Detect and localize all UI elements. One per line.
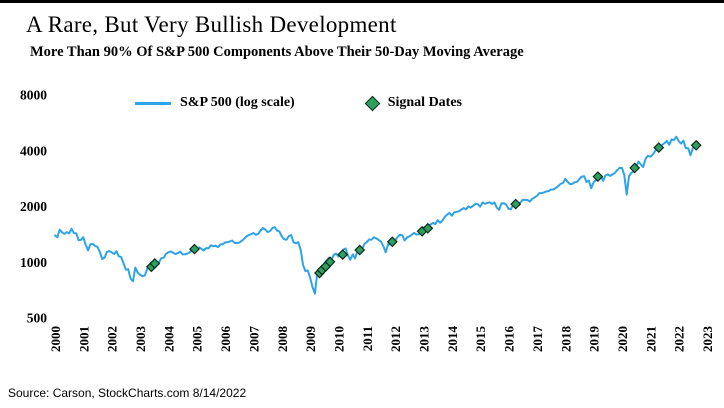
x-tick-label: 2011 bbox=[360, 326, 375, 351]
x-tick-label: 2009 bbox=[303, 326, 318, 353]
signal-marker bbox=[354, 244, 366, 256]
x-tick-label: 2000 bbox=[48, 326, 63, 352]
x-tick-label: 2021 bbox=[643, 326, 658, 352]
x-tick-label: 2001 bbox=[76, 326, 91, 352]
x-tick-label: 2019 bbox=[587, 326, 602, 353]
diamond-icon bbox=[364, 95, 380, 111]
x-tick-label: 2013 bbox=[417, 326, 432, 353]
x-tick-label: 2008 bbox=[275, 326, 290, 353]
signal-marker bbox=[690, 140, 702, 151]
legend-item-signal-dates: Signal Dates bbox=[364, 95, 463, 111]
y-tick-label: 4000 bbox=[20, 144, 47, 159]
legend-label-signal-dates: Signal Dates bbox=[387, 95, 463, 110]
x-tick-label: 2016 bbox=[502, 326, 517, 353]
y-tick-label: 2000 bbox=[20, 199, 47, 214]
legend-label-sp500: S&P 500 (log scale) bbox=[180, 95, 295, 110]
y-tick-label: 500 bbox=[27, 311, 48, 326]
x-tick-label: 2018 bbox=[558, 326, 573, 353]
signal-marker bbox=[629, 162, 641, 174]
x-tick-label: 2015 bbox=[473, 326, 488, 353]
signal-marker bbox=[189, 243, 200, 255]
y-tick-label: 8000 bbox=[20, 88, 47, 103]
x-tick-label: 2020 bbox=[615, 326, 630, 352]
y-tick-label: 1000 bbox=[20, 255, 47, 270]
line-sample-icon bbox=[135, 101, 171, 105]
x-tick-label: 2012 bbox=[388, 326, 403, 352]
chart-legend: S&P 500 (log scale) Signal Dates bbox=[135, 93, 462, 113]
x-tick-label: 2010 bbox=[332, 326, 347, 352]
x-tick-label: 2023 bbox=[700, 326, 715, 353]
chart-title: A Rare, But Very Bullish Development bbox=[26, 12, 397, 37]
signal-marker bbox=[422, 223, 434, 234]
signal-marker bbox=[653, 142, 665, 154]
sp500-line bbox=[54, 135, 697, 295]
x-tick-label: 2022 bbox=[672, 326, 687, 352]
signal-marker bbox=[592, 171, 604, 183]
signal-marker bbox=[337, 249, 349, 261]
chart-subtitle: More Than 90% Of S&P 500 Components Abov… bbox=[30, 44, 524, 61]
x-tick-label: 2006 bbox=[218, 326, 233, 353]
x-tick-label: 2002 bbox=[105, 326, 120, 352]
signal-marker bbox=[149, 258, 161, 270]
x-tick-label: 2014 bbox=[445, 326, 460, 353]
x-tick-label: 2017 bbox=[530, 326, 545, 353]
x-tick-label: 2003 bbox=[133, 326, 148, 353]
signal-marker bbox=[510, 198, 522, 210]
source-attribution: Source: Carson, StockCharts.com 8/14/202… bbox=[8, 386, 247, 400]
x-tick-label: 2005 bbox=[190, 326, 205, 353]
legend-item-sp500: S&P 500 (log scale) bbox=[135, 95, 295, 111]
signal-marker bbox=[386, 236, 398, 248]
signal-marker bbox=[324, 256, 336, 268]
x-tick-label: 2004 bbox=[161, 326, 176, 353]
x-tick-label: 2007 bbox=[246, 326, 261, 353]
